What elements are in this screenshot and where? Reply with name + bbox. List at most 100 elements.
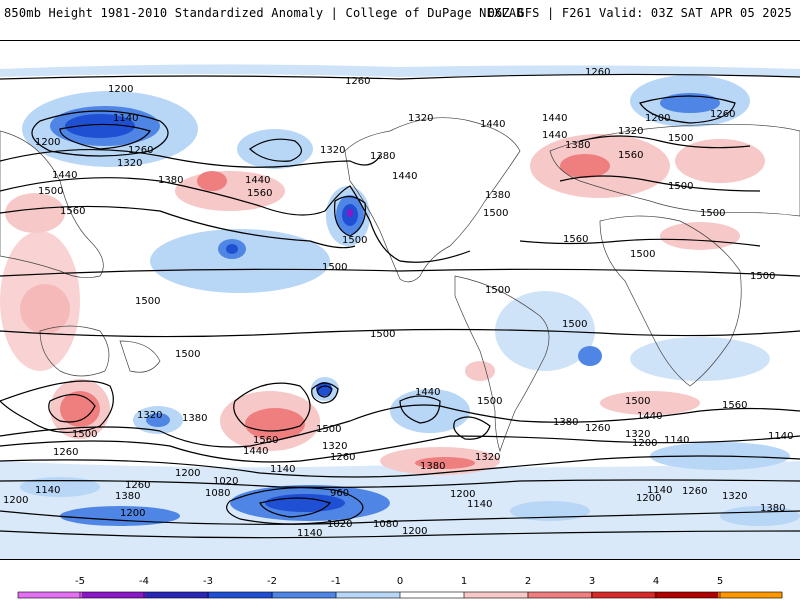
contour-label: 1260 — [710, 109, 735, 120]
contour-label: 1500 — [316, 424, 341, 435]
contour-label: 1500 — [668, 181, 693, 192]
contour-label: 1260 — [125, 480, 150, 491]
contour-label: 1500 — [668, 133, 693, 144]
contour-label: 1260 — [682, 486, 707, 497]
contour-label: 1260 — [330, 452, 355, 463]
colorbar-tick-label: 1 — [461, 576, 467, 587]
contour-label: 1080 — [205, 488, 230, 499]
contour-label: 1500 — [175, 349, 200, 360]
contour-label: 1380 — [565, 140, 590, 151]
contour-label: 1140 — [768, 431, 793, 442]
contour-label: 1200 — [632, 438, 657, 449]
map-panel[interactable]: 1200 1260 1260 1140 1200 1260 1320 1320 … — [0, 40, 800, 560]
map-title: 850mb Height 1981-2010 Standardized Anom… — [4, 6, 524, 20]
contour-label: 1320 — [322, 441, 347, 452]
map-svg[interactable]: 1200 1260 1260 1140 1200 1260 1320 1320 … — [0, 41, 800, 559]
colorbar-swatch — [145, 592, 210, 598]
contour-label: 1200 — [645, 113, 670, 124]
contour-label: 1020 — [327, 519, 352, 530]
run-info: 06Z GFS | F261 Valid: 03Z SAT APR 05 202… — [487, 6, 792, 20]
colorbar-tick-label: 2 — [525, 576, 531, 587]
contour-label: 960 — [330, 488, 349, 499]
contour-label: 1140 — [467, 499, 492, 510]
positive-anomalies — [0, 134, 765, 475]
contour-label: 1320 — [722, 491, 747, 502]
contour-label: 1440 — [637, 411, 662, 422]
colorbar-tick-label: 5 — [717, 576, 723, 587]
contour-label: 1500 — [322, 262, 347, 273]
header-bar: 850mb Height 1981-2010 Standardized Anom… — [0, 0, 800, 34]
contour-label: 1380 — [420, 461, 445, 472]
contour-label: 1320 — [625, 429, 650, 440]
contour-label: 1320 — [618, 126, 643, 137]
contour-label: 1260 — [53, 447, 78, 458]
colorbar-legend: -5 -4 -3 -2 -1 0 1 2 3 4 5 — [0, 570, 800, 600]
contour-label: 1500 — [370, 329, 395, 340]
contour-label: 1500 — [700, 208, 725, 219]
contour-label: 1200 — [636, 493, 661, 504]
contour-label: 1080 — [373, 519, 398, 530]
contour-label: 1320 — [408, 113, 433, 124]
contour-labels: 1200 1260 1260 1140 1200 1260 1320 1320 … — [3, 67, 793, 539]
colorbar-swatch — [81, 592, 146, 598]
contour-label: 1320 — [117, 158, 142, 169]
colorbar-ticks: -5 -4 -3 -2 -1 0 1 2 3 4 5 — [75, 576, 723, 598]
contour-label: 1380 — [485, 190, 510, 201]
contour-label: 1200 — [108, 84, 133, 95]
contour-label: 1140 — [297, 528, 322, 539]
colorbar-swatch — [209, 592, 274, 598]
contour-label: 1440 — [415, 387, 440, 398]
contour-label: 1560 — [253, 435, 278, 446]
colorbar-tick-label: -5 — [75, 576, 85, 587]
contour-label: 1380 — [158, 175, 183, 186]
contour-label: 1200 — [35, 137, 60, 148]
colorbar-tick-label: -4 — [139, 576, 149, 587]
contour-label: 1560 — [722, 400, 747, 411]
contour-label: 1140 — [647, 485, 672, 496]
colorbar-tick-label: -2 — [267, 576, 277, 587]
colorbar-tick-label: 0 — [397, 576, 403, 587]
colorbar-swatch — [654, 592, 719, 598]
contour-label: 1440 — [245, 175, 270, 186]
negative-anomalies — [0, 64, 800, 559]
contour-label: 1140 — [270, 464, 295, 475]
contour-label: 1440 — [392, 171, 417, 182]
contour-label: 1500 — [135, 296, 160, 307]
contour-label: 1320 — [320, 145, 345, 156]
coastlines — [0, 117, 800, 453]
colorbar-swatch — [272, 592, 337, 598]
colorbar-swatch — [18, 592, 83, 598]
colorbar-swatch — [718, 592, 783, 598]
colorbar-tick-label: 4 — [653, 576, 659, 587]
contour-label: 1560 — [60, 206, 85, 217]
contour-label: 1200 — [402, 526, 427, 537]
contour-label: 1440 — [243, 446, 268, 457]
contour-label: 1500 — [342, 235, 367, 246]
contour-label: 1440 — [480, 119, 505, 130]
contour-label: 1560 — [563, 234, 588, 245]
contour-label: 1500 — [630, 249, 655, 260]
contour-label: 1380 — [115, 491, 140, 502]
colorbar-tick-label: -3 — [203, 576, 213, 587]
contour-label: 1140 — [35, 485, 60, 496]
contour-label: 1440 — [52, 170, 77, 181]
contour-label: 1260 — [585, 67, 610, 78]
contour-label: 1380 — [760, 503, 785, 514]
contour-label: 1320 — [137, 410, 162, 421]
contour-label: 1500 — [483, 208, 508, 219]
colorbar-swatch — [336, 592, 401, 598]
contour-label: 1500 — [625, 396, 650, 407]
colorbar-swatch — [527, 592, 592, 598]
contour-label: 1200 — [120, 508, 145, 519]
contour-label: 1320 — [475, 452, 500, 463]
contour-label: 1560 — [247, 188, 272, 199]
contour-label: 1500 — [750, 271, 775, 282]
colorbar-tick-label: 3 — [589, 576, 595, 587]
contour-label: 1380 — [370, 151, 395, 162]
contour-label: 1500 — [38, 186, 63, 197]
colorbar-swatch — [591, 592, 656, 598]
contour-label: 1500 — [477, 396, 502, 407]
colorbar-swatch — [400, 592, 465, 598]
contour-label: 1260 — [128, 145, 153, 156]
contour-label: 1500 — [485, 285, 510, 296]
